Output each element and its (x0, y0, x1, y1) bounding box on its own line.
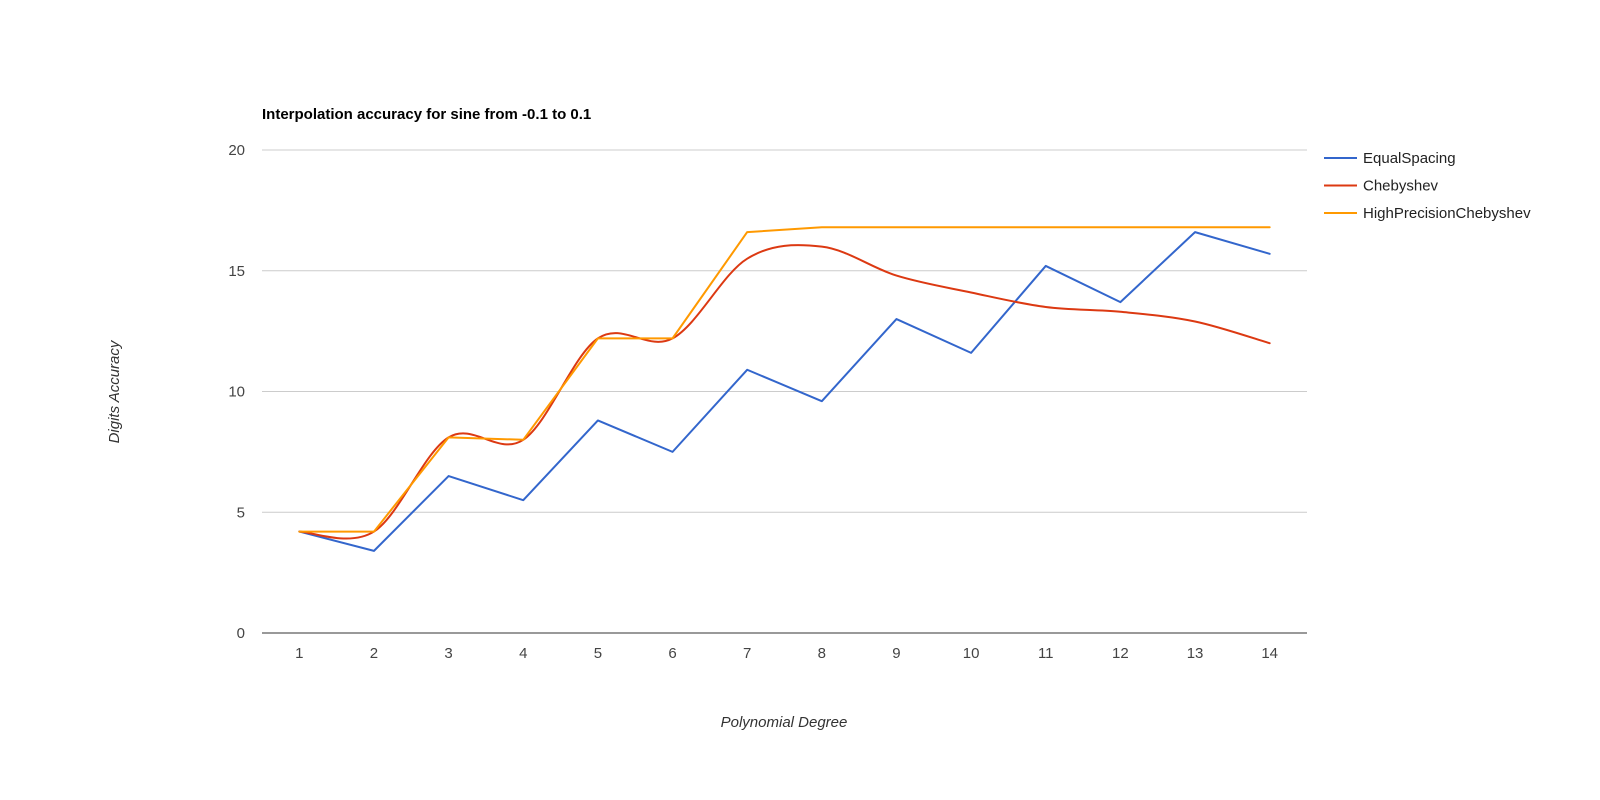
y-tick-label: 10 (228, 384, 245, 401)
x-axis-ticks: 1 2 3 4 5 6 7 8 9 10 11 12 13 14 (295, 645, 1278, 662)
data-point-chebyshev (1191, 317, 1199, 325)
legend-label: EqualSpacing (1363, 150, 1456, 167)
chart-title: Interpolation accuracy for sine from -0.… (262, 106, 591, 123)
data-point-chebyshev (1116, 308, 1124, 316)
legend: EqualSpacing Chebyshev HighPrecisionChebys… (1324, 150, 1531, 222)
x-tick-label: 8 (818, 645, 826, 662)
legend-item-high-precision-chebyshev[interactable]: HighPrecisionChebyshev (1324, 205, 1531, 222)
x-tick-label: 5 (594, 645, 602, 662)
data-point-high-precision-chebyshev (1191, 223, 1199, 231)
data-point-equal-spacing (967, 349, 975, 357)
x-tick-label: 1 (295, 645, 303, 662)
data-point-high-precision-chebyshev (594, 334, 602, 342)
x-tick-label: 11 (1038, 645, 1054, 662)
legend-label: HighPrecisionChebyshev (1363, 205, 1531, 222)
data-point-chebyshev (1042, 303, 1050, 311)
series-lines (295, 223, 1274, 555)
data-point-equal-spacing (519, 496, 527, 504)
series-line-high-precision-chebyshev (298, 226, 1271, 533)
x-tick-label: 3 (444, 645, 452, 662)
data-point-high-precision-chebyshev (669, 334, 677, 342)
data-point-equal-spacing (1042, 262, 1050, 270)
legend-item-equal-spacing[interactable]: EqualSpacing (1324, 150, 1456, 167)
data-point-equal-spacing (370, 547, 378, 555)
data-point-chebyshev (892, 272, 900, 280)
y-tick-label: 15 (228, 263, 245, 280)
data-point-equal-spacing (594, 416, 602, 424)
data-point-equal-spacing (818, 397, 826, 405)
data-point-equal-spacing (892, 315, 900, 323)
y-tick-label: 0 (237, 625, 245, 642)
data-point-high-precision-chebyshev (519, 436, 527, 444)
data-point-chebyshev (743, 255, 751, 263)
y-axis-title: Digits Accuracy (106, 339, 123, 443)
x-tick-label: 2 (370, 645, 378, 662)
y-tick-label: 20 (228, 142, 245, 159)
data-point-high-precision-chebyshev (370, 528, 378, 536)
gridlines (262, 149, 1307, 513)
data-point-chebyshev (967, 288, 975, 296)
data-point-equal-spacing (445, 472, 453, 480)
x-tick-label: 9 (892, 645, 900, 662)
x-tick-label: 14 (1261, 645, 1278, 662)
y-tick-label: 5 (237, 504, 245, 521)
data-point-high-precision-chebyshev (1042, 223, 1050, 231)
data-point-equal-spacing (1266, 250, 1274, 258)
data-point-high-precision-chebyshev (1266, 223, 1274, 231)
x-tick-label: 4 (519, 645, 527, 662)
data-point-chebyshev (1266, 339, 1274, 347)
x-axis-title: Polynomial Degree (721, 714, 848, 731)
x-tick-label: 10 (963, 645, 980, 662)
data-point-chebyshev (818, 243, 826, 251)
data-point-high-precision-chebyshev (445, 433, 453, 441)
series-line-equal-spacing (298, 231, 1271, 552)
legend-item-chebyshev[interactable]: Chebyshev (1324, 178, 1439, 195)
data-point-high-precision-chebyshev (743, 228, 751, 236)
x-tick-label: 6 (668, 645, 676, 662)
data-point-high-precision-chebyshev (967, 223, 975, 231)
legend-label: Chebyshev (1363, 178, 1439, 195)
data-point-equal-spacing (1116, 298, 1124, 306)
x-tick-label: 7 (743, 645, 751, 662)
data-point-high-precision-chebyshev (295, 528, 303, 536)
data-point-high-precision-chebyshev (1116, 223, 1124, 231)
y-axis-ticks: 0 5 10 15 20 (228, 142, 245, 642)
data-point-high-precision-chebyshev (818, 223, 826, 231)
x-tick-label: 13 (1187, 645, 1204, 662)
data-point-high-precision-chebyshev (892, 223, 900, 231)
data-point-equal-spacing (743, 366, 751, 374)
data-point-equal-spacing (669, 448, 677, 456)
x-tick-label: 12 (1112, 645, 1129, 662)
